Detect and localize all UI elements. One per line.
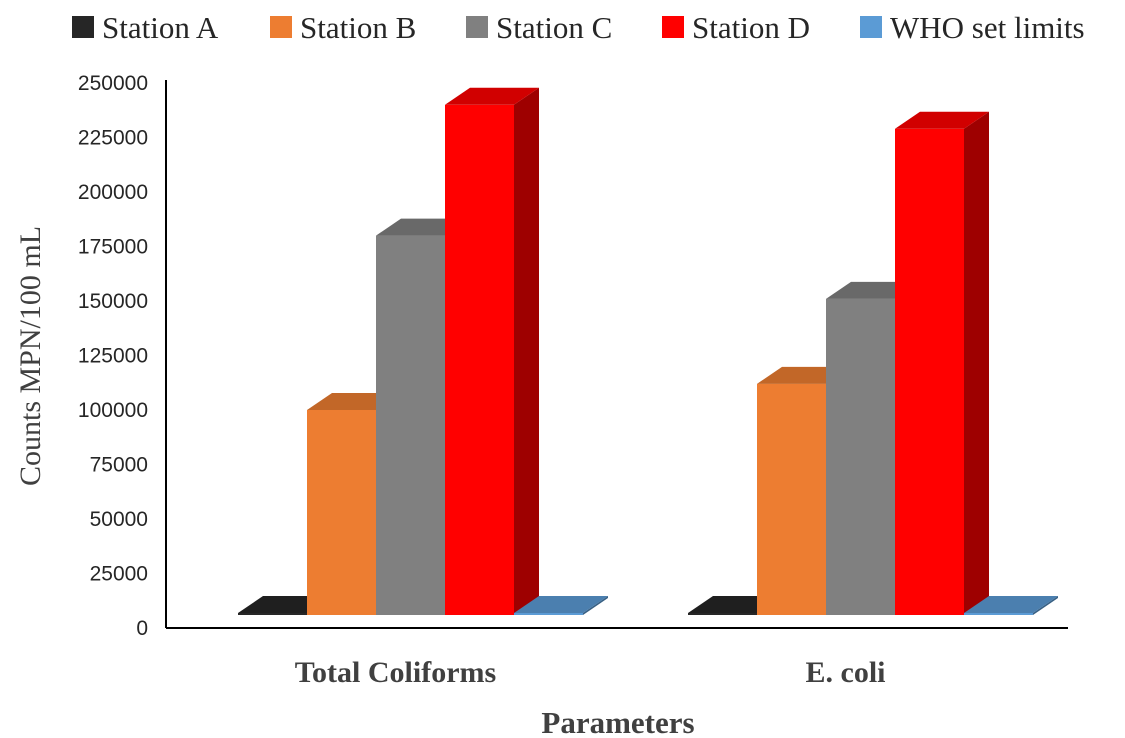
bar-front-face <box>238 613 307 615</box>
y-axis-label: Counts MPN/100 mL <box>14 226 47 486</box>
legend-swatch-station-d <box>662 16 684 38</box>
legend-label-station-d: Station D <box>692 10 810 45</box>
bar-side-face <box>514 87 539 616</box>
bar-top-face <box>964 596 1058 613</box>
category-label-e-coli: E. coli <box>806 656 886 689</box>
bar-top-face <box>895 111 989 129</box>
legend-swatch-station-b <box>270 16 292 38</box>
y-tick-label: 200000 <box>78 181 148 204</box>
y-tick-label: 175000 <box>78 236 148 259</box>
bar-front-face <box>445 104 514 616</box>
bar-side-face <box>964 111 989 615</box>
bar-station-d-total-coliforms <box>445 87 539 616</box>
bar-front-face <box>514 613 583 615</box>
y-tick-label: 50000 <box>90 508 148 531</box>
y-tick-label: 75000 <box>90 454 148 477</box>
bar-front-face <box>826 298 895 615</box>
bar-front-face <box>688 613 757 615</box>
bar-top-face <box>445 87 539 105</box>
bar-front-face <box>895 128 964 615</box>
category-label-total-coliforms: Total Coliforms <box>295 656 496 689</box>
legend-label-who-set-limits: WHO set limits <box>890 10 1085 45</box>
bar-front-face <box>964 613 1033 615</box>
y-tick-label: 125000 <box>78 345 148 368</box>
bar-who-set-limits-e-coli <box>964 596 1058 615</box>
y-tick-label: 0 <box>136 617 148 640</box>
bar-front-face <box>757 383 826 615</box>
legend-label-station-a: Station A <box>102 10 219 45</box>
y-tick-label: 150000 <box>78 290 148 313</box>
y-tick-label: 100000 <box>78 399 148 422</box>
bar-front-face <box>307 410 376 615</box>
bar-who-set-limits-total-coliforms <box>514 596 608 615</box>
legend-label-station-c: Station C <box>496 10 612 45</box>
legend-swatch-station-a <box>72 16 94 38</box>
bar-front-face <box>376 235 445 615</box>
legend: Station A Station B Station C Station D WHO … <box>72 10 1085 45</box>
bar-top-face <box>514 596 608 613</box>
legend-swatch-who-set-limits <box>860 16 882 38</box>
y-tick-label: 25000 <box>90 563 148 586</box>
y-tick-label: 225000 <box>78 127 148 150</box>
bar-station-d-e-coli <box>895 111 989 615</box>
legend-swatch-station-c <box>466 16 488 38</box>
category-labels: Total Coliforms E. coli <box>295 656 886 689</box>
x-axis-label: Parameters <box>541 705 694 738</box>
y-axis-ticks: 0 25000 50000 75000 100000 125000 150000 175000… <box>78 72 148 640</box>
legend-label-station-b: Station B <box>300 10 416 45</box>
y-tick-label: 250000 <box>78 72 148 95</box>
bar-side-face <box>583 596 608 615</box>
bar-side-face <box>1033 596 1058 615</box>
bars <box>238 87 1058 616</box>
